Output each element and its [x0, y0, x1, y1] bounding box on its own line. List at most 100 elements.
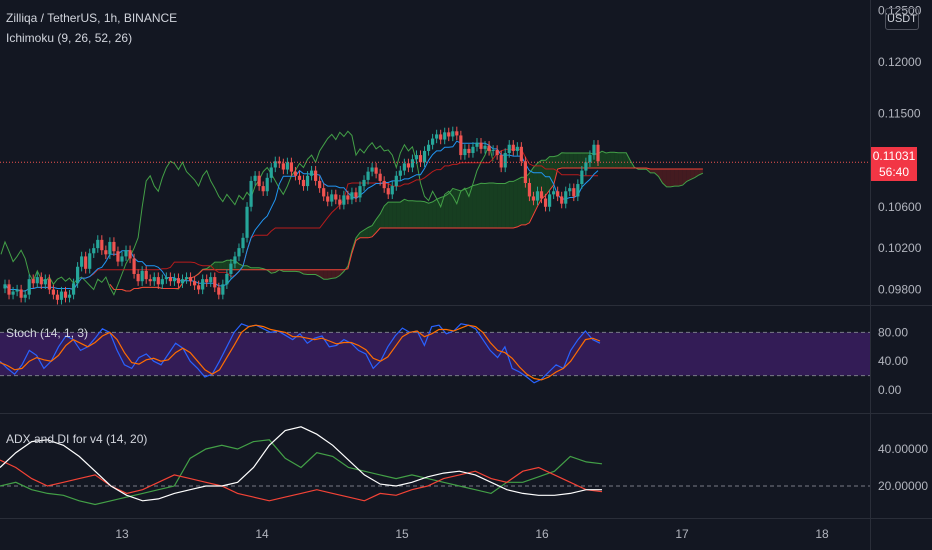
- candle: [136, 273, 140, 282]
- candle: [88, 253, 92, 269]
- candle: [479, 142, 483, 149]
- candle: [148, 279, 152, 282]
- candle: [342, 195, 346, 205]
- cloud-segment: [569, 153, 574, 169]
- candle: [305, 175, 310, 187]
- candle: [188, 277, 193, 282]
- candle: [7, 284, 11, 295]
- candle: [326, 196, 330, 202]
- candle: [422, 150, 427, 163]
- cloud-segment: [666, 169, 671, 187]
- cloud-segment: [561, 152, 566, 169]
- cloud-segment: [380, 206, 385, 228]
- candle: [552, 191, 556, 195]
- adx-tick-label: 20.00000: [878, 479, 928, 493]
- cloud-segment: [497, 183, 502, 228]
- cloud-segment: [464, 187, 469, 228]
- candle: [301, 179, 306, 187]
- adx-legend[interactable]: ADX and DI for v4 (14, 20): [6, 432, 148, 446]
- candle: [197, 285, 201, 290]
- cloud-segment: [545, 156, 550, 196]
- candle: [309, 170, 314, 176]
- cloud-segment: [489, 183, 494, 228]
- price-tick-label: 0.12000: [878, 55, 922, 69]
- candle: [172, 278, 177, 282]
- cloud-segment: [678, 169, 683, 187]
- cloud-segment: [404, 199, 409, 228]
- cloud-segment: [662, 169, 667, 187]
- candle: [213, 277, 217, 288]
- candle: [27, 279, 31, 295]
- candle: [531, 196, 536, 201]
- candle: [374, 167, 378, 174]
- candle: [418, 155, 423, 163]
- candle: [205, 279, 209, 283]
- cloud-segment: [416, 201, 421, 228]
- candle: [233, 256, 237, 264]
- candle: [104, 250, 108, 255]
- cloud-segment: [541, 160, 546, 200]
- ichimoku-legend[interactable]: Ichimoku (9, 26, 52, 26): [6, 31, 133, 45]
- cloud-segment: [214, 262, 219, 270]
- tenkan-sen-line: [4, 140, 599, 292]
- stoch-legend[interactable]: Stoch (14, 1, 3): [6, 326, 89, 340]
- cloud-segment: [654, 169, 659, 177]
- candle: [156, 277, 160, 285]
- candle: [564, 191, 568, 204]
- cloud-segment: [412, 200, 417, 228]
- candle: [289, 162, 294, 172]
- cloud-segment: [682, 169, 687, 186]
- cloud-segment: [327, 269, 332, 280]
- candle: [318, 180, 322, 189]
- candle: [358, 186, 362, 198]
- stoch-tick-label: 0.00: [878, 383, 902, 397]
- candles: [3, 126, 600, 305]
- cloud-segment: [472, 184, 477, 228]
- cloud-segment: [509, 181, 514, 228]
- cloud-segment: [243, 265, 248, 270]
- candle: [471, 146, 475, 154]
- candle: [19, 289, 23, 298]
- candle: [314, 170, 318, 181]
- candle: [346, 195, 350, 200]
- candle: [164, 277, 168, 280]
- time-tick-label: 14: [255, 527, 269, 541]
- candle: [451, 131, 455, 137]
- candle: [112, 241, 116, 252]
- candle: [463, 148, 467, 156]
- candle: [273, 161, 277, 168]
- candle: [596, 144, 600, 162]
- cloud-segment: [493, 183, 498, 228]
- candle: [515, 146, 519, 151]
- candle: [584, 162, 588, 171]
- cloud-segment: [602, 151, 607, 169]
- candle: [132, 258, 136, 274]
- cloud-segment: [392, 202, 397, 228]
- cloud-segment: [210, 262, 215, 270]
- candle: [297, 175, 302, 180]
- candle: [431, 138, 435, 145]
- candle: [15, 289, 19, 292]
- cloud-segment: [218, 262, 223, 270]
- last-price-label: 0.11031 56:40: [871, 147, 917, 181]
- cloud-segment: [501, 183, 506, 228]
- currency-button[interactable]: USDT: [885, 8, 919, 30]
- cloud-segment: [505, 181, 510, 228]
- cloud-segment: [448, 188, 453, 228]
- cloud-segment: [658, 169, 663, 183]
- candle: [370, 167, 374, 172]
- candle: [576, 184, 580, 197]
- candle: [556, 191, 560, 197]
- cloud-segment: [476, 183, 482, 228]
- candle: [120, 256, 124, 262]
- candle: [249, 180, 253, 207]
- cloud-segment: [424, 201, 429, 228]
- candle: [592, 144, 596, 156]
- candle: [217, 287, 221, 295]
- candle: [59, 291, 64, 300]
- candle: [11, 291, 15, 295]
- cloud-segment: [359, 230, 365, 238]
- candle: [402, 163, 406, 171]
- candle: [35, 277, 39, 284]
